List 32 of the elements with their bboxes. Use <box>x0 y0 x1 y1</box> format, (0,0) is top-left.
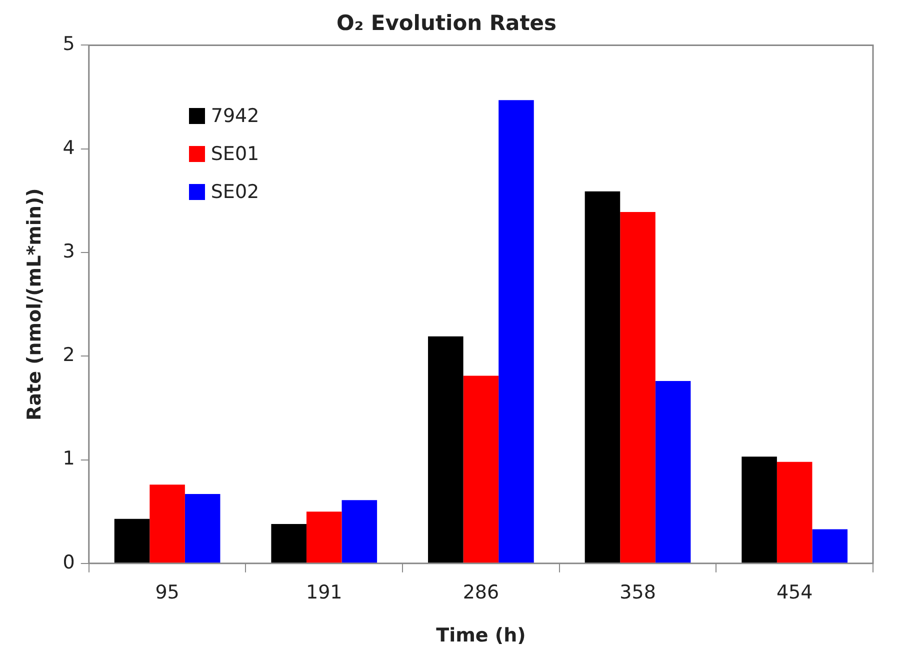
bar <box>655 380 691 563</box>
bar <box>342 500 378 563</box>
x-tick-label: 358 <box>620 582 656 604</box>
y-tick-label: 3 <box>62 240 75 262</box>
bar <box>271 524 306 563</box>
y-tick-label: 2 <box>62 344 75 366</box>
x-tick-label: 191 <box>306 582 342 604</box>
x-tick-label: 95 <box>155 582 180 604</box>
bar <box>428 336 464 563</box>
bar <box>114 518 150 563</box>
bar <box>306 512 342 563</box>
bar <box>584 191 620 563</box>
y-axis-title: Rate (nmol/(mL*min)) <box>23 188 46 420</box>
bar <box>742 456 777 563</box>
legend-label: SE01 <box>210 143 260 166</box>
x-axis-title: Time (h) <box>436 624 526 647</box>
bar <box>812 529 848 563</box>
bar <box>184 494 220 563</box>
y-tick-label: 1 <box>62 448 75 470</box>
bar <box>150 484 185 563</box>
legend-label: 7942 <box>210 105 260 128</box>
bar <box>498 100 534 563</box>
bar <box>776 462 812 563</box>
x-tick-label: 454 <box>776 582 813 604</box>
x-tick-label: 286 <box>462 582 500 604</box>
y-tick-label: 0 <box>62 551 75 574</box>
bar <box>620 212 656 563</box>
chart-title: O₂ Evolution Rates <box>336 11 557 36</box>
legend-label: SE02 <box>210 181 260 204</box>
y-tick-label: 5 <box>62 33 75 56</box>
bar <box>463 376 499 563</box>
y-tick-label: 4 <box>62 136 75 159</box>
